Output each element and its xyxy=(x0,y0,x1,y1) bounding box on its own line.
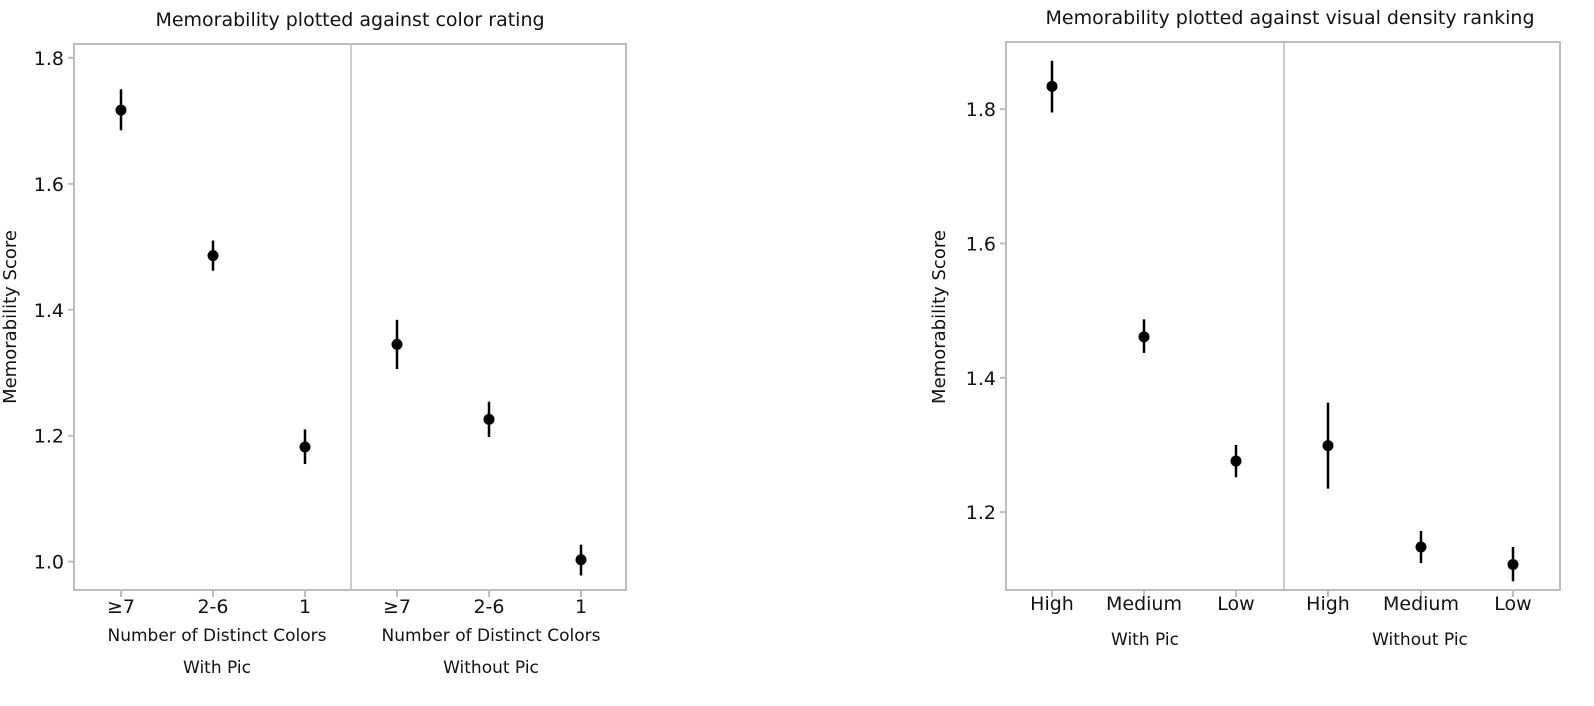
data-point xyxy=(299,441,311,453)
data-point xyxy=(1415,541,1427,553)
x-tick-label: 2-6 xyxy=(473,596,504,618)
panel-label-without-pic: Without Pic xyxy=(443,658,539,678)
x-tick-label: 2-6 xyxy=(197,596,228,618)
y-tick-label: 1.6 xyxy=(34,174,64,196)
x-tick-label: ≥7 xyxy=(383,596,411,618)
data-point xyxy=(1230,455,1242,467)
panel-label-with-pic: With Pic xyxy=(1111,630,1179,650)
x-axis-label-with-pic: Number of Distinct Colors xyxy=(108,626,327,646)
panel-label-with-pic: With Pic xyxy=(183,658,251,678)
plot-frame xyxy=(73,43,627,591)
y-tick-label: 1.8 xyxy=(966,99,996,121)
chart-title: Memorability plotted against visual dens… xyxy=(1045,7,1534,29)
data-point xyxy=(1507,558,1519,570)
chart-visual-density: Memorability plotted against visual dens… xyxy=(929,7,1561,650)
panel-label-without-pic: Without Pic xyxy=(1372,630,1468,650)
data-point xyxy=(207,250,219,262)
y-axis-label: Memorability Score xyxy=(0,230,21,404)
data-point xyxy=(391,338,403,350)
x-tick-label: Low xyxy=(1494,593,1531,615)
data-point xyxy=(115,104,127,116)
x-tick-label: High xyxy=(1306,593,1350,615)
data-point xyxy=(483,413,495,425)
y-tick-label: 1.4 xyxy=(34,300,64,322)
data-point xyxy=(1046,80,1058,92)
y-tick-label: 1.8 xyxy=(34,48,64,70)
y-tick-label: 1.2 xyxy=(34,426,64,448)
data-point xyxy=(1322,440,1334,452)
chart-marks: 1.2 1.4 1.6 1.8 High Medium Low High Medium Low xyxy=(966,60,1532,615)
plot-frame xyxy=(1005,41,1561,591)
x-tick-label: Low xyxy=(1217,593,1254,615)
chart-color-rating: Memorability plotted against color ratin… xyxy=(0,9,627,678)
x-tick-label: 1 xyxy=(575,596,587,618)
x-tick-label: Medium xyxy=(1106,593,1182,615)
y-tick-label: 1.2 xyxy=(966,502,996,524)
y-tick-label: 1.6 xyxy=(966,233,996,255)
x-tick-label: Medium xyxy=(1383,593,1459,615)
data-point xyxy=(1138,331,1150,343)
x-tick-label: High xyxy=(1030,593,1074,615)
y-tick-label: 1.4 xyxy=(966,368,996,390)
chart-marks: 1.0 1.2 1.4 1.6 1.8 ≥7 2-6 1 ≥7 2-6 1 xyxy=(34,48,587,618)
y-tick-label: 1.0 xyxy=(34,552,64,574)
data-point xyxy=(575,554,587,566)
chart-title: Memorability plotted against color ratin… xyxy=(155,9,544,31)
y-axis-label: Memorability Score xyxy=(929,230,950,404)
x-tick-label: ≥7 xyxy=(107,596,135,618)
x-tick-label: 1 xyxy=(299,596,311,618)
x-axis-label-without-pic: Number of Distinct Colors xyxy=(382,626,601,646)
